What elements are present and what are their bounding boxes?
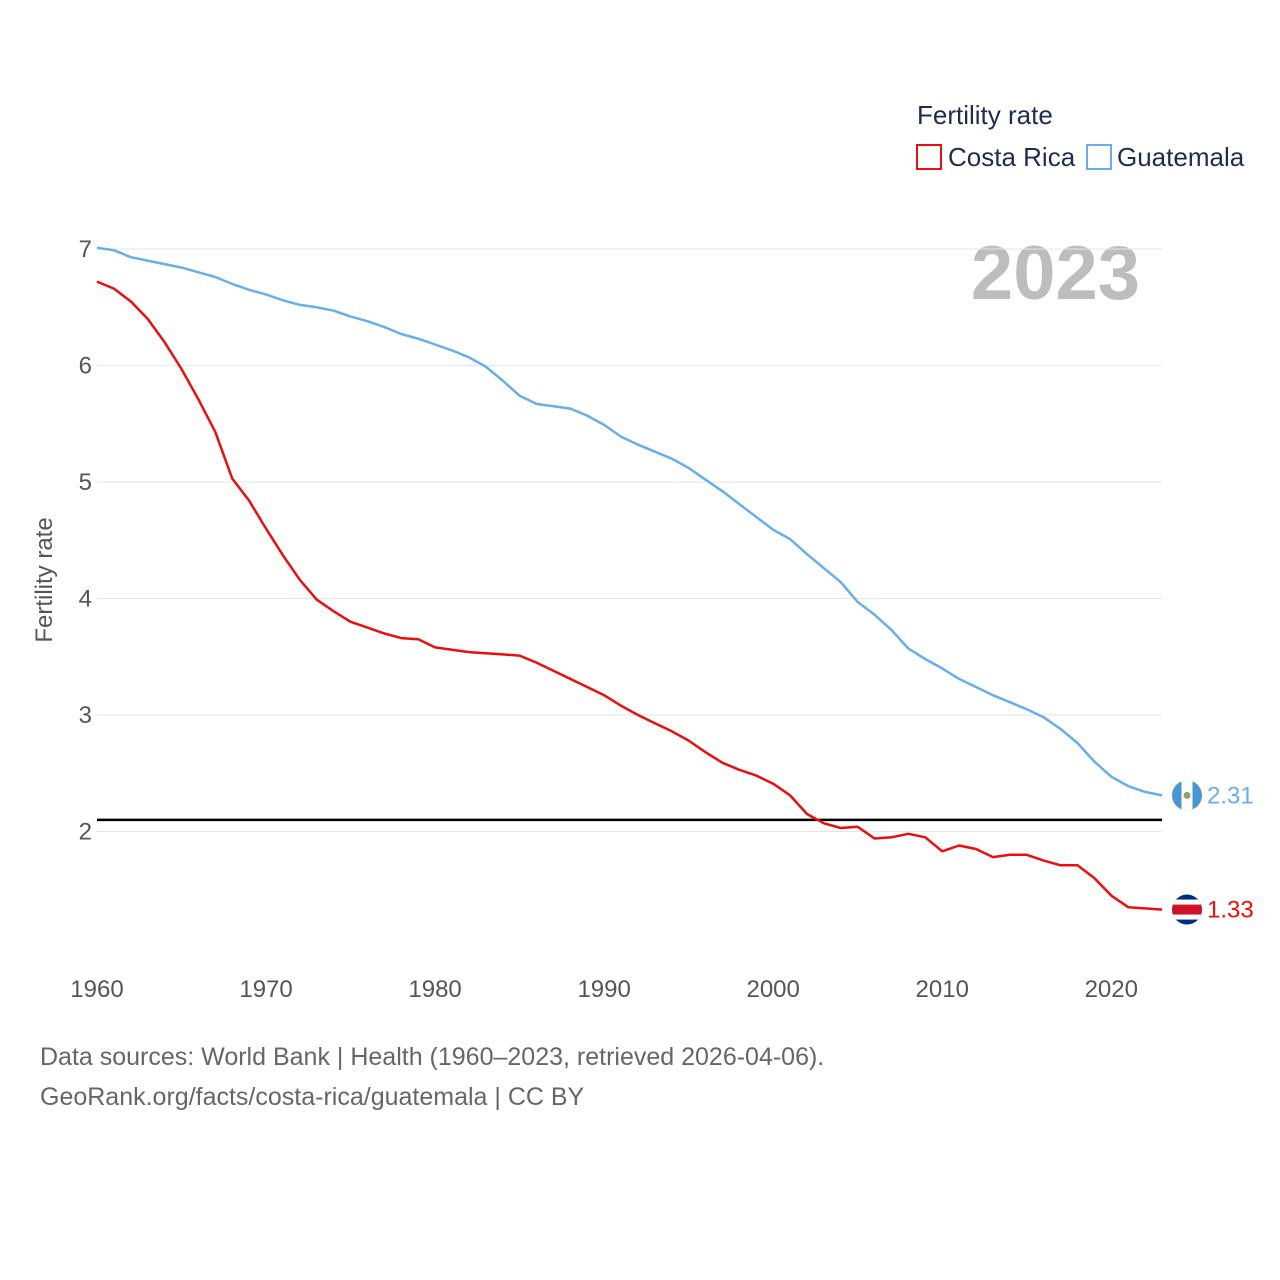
y-tick-label-5: 5 (79, 469, 92, 496)
end-label-guatemala: 2.31 (1207, 782, 1254, 809)
end-label-costa-rica: 1.33 (1207, 897, 1254, 924)
legend-swatch-guatemala (1086, 144, 1112, 170)
y-tick-label-2: 2 (79, 819, 92, 846)
y-tick-label-6: 6 (79, 353, 92, 380)
footer-attribution[interactable]: GeoRank.org/facts/costa-rica/guatemala |… (40, 1083, 585, 1111)
x-axis-ticks: 1960 1970 1980 1990 2000 2010 2020 (70, 976, 1138, 1003)
x-tick-label-1990: 1990 (577, 976, 630, 1003)
gridlines (97, 248, 1162, 832)
y-tick-label-7: 7 (79, 236, 92, 263)
y-tick-label-3: 3 (79, 702, 92, 729)
x-tick-label-2020: 2020 (1085, 976, 1138, 1003)
y-axis-label: Fertility rate (31, 517, 58, 642)
end-labels: 1.33 2.31 (1172, 780, 1254, 925)
y-tick-label-4: 4 (79, 586, 92, 613)
legend-item-guatemala[interactable]: Guatemala (1086, 142, 1245, 172)
legend-title: Fertility rate (917, 100, 1053, 130)
legend: Fertility rate Costa Rica Guatemala (916, 100, 1245, 172)
x-tick-label-2000: 2000 (746, 976, 799, 1003)
y-axis-ticks: 2 3 4 5 6 7 (79, 236, 92, 846)
legend-item-costa-rica[interactable]: Costa Rica (916, 142, 1076, 172)
footer-source: Data sources: World Bank | Health (1960–… (40, 1043, 825, 1071)
flag-costa-rica-icon (1172, 894, 1202, 925)
legend-label-costa-rica: Costa Rica (948, 142, 1076, 172)
x-tick-label-1960: 1960 (70, 976, 123, 1003)
flag-guatemala-icon (1172, 780, 1202, 811)
series-line-guatemala[interactable] (96, 246, 1163, 797)
series-lines (96, 246, 1163, 911)
x-tick-label-1980: 1980 (408, 976, 461, 1003)
x-tick-label-2010: 2010 (916, 976, 969, 1003)
legend-label-guatemala: Guatemala (1117, 142, 1245, 172)
x-tick-label-1970: 1970 (239, 976, 292, 1003)
legend-swatch-costa-rica (916, 144, 942, 170)
series-line-costa-rica[interactable] (96, 280, 1163, 911)
year-watermark: 2023 (971, 231, 1140, 316)
